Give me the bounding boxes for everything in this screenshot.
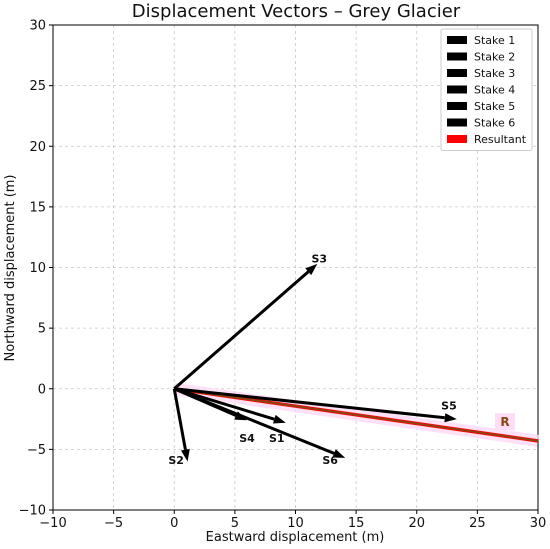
- x-tick-label: 30: [530, 516, 547, 531]
- y-tick-label: 15: [29, 200, 46, 215]
- stake-arrow-5-head: [444, 413, 457, 423]
- legend-label: Stake 6: [474, 117, 515, 130]
- stake-arrow-1-shaft: [173, 387, 275, 421]
- y-tick-label: 20: [29, 140, 46, 155]
- y-tick-label: 30: [29, 19, 46, 34]
- stake-arrow-1: [173, 387, 286, 424]
- y-tick-label: 0: [38, 382, 46, 397]
- x-tick-label: 20: [408, 516, 425, 531]
- resultant-label: R: [500, 415, 509, 429]
- stake-arrow-2: [172, 388, 190, 462]
- resultant-arrow-inner: [174, 387, 539, 442]
- stake-arrow-2-head: [181, 448, 190, 462]
- stake-arrow-6: [173, 387, 346, 458]
- legend-swatch: [447, 52, 467, 61]
- stake-arrow-6-shaft: [173, 387, 335, 455]
- legend-label: Resultant: [474, 133, 527, 146]
- y-tick-label: −5: [27, 443, 46, 458]
- y-tick-label: 25: [29, 79, 46, 94]
- stake-arrow-6-head: [332, 449, 346, 458]
- x-tick-label: 15: [348, 516, 365, 531]
- y-axis-label: Northward displacement (m): [3, 174, 18, 361]
- y-tick-label: 5: [38, 322, 46, 337]
- chart-title: Displacement Vectors – Grey Glacier: [132, 1, 461, 22]
- legend-label: Stake 3: [474, 67, 515, 80]
- legend-swatch: [447, 118, 467, 127]
- y-tick-label: −10: [19, 504, 46, 519]
- stake-label-4: S4: [239, 432, 255, 445]
- x-tick-label: 10: [287, 516, 304, 531]
- stake-label-6: S6: [322, 454, 338, 467]
- vectors: S1 S2 S3 S4 S5 S6: [168, 253, 457, 467]
- y-tick-label: 10: [29, 261, 46, 276]
- stake-label-2: S2: [168, 454, 184, 467]
- stake-arrow-3-shaft: [173, 270, 310, 390]
- legend-swatch: [447, 102, 467, 110]
- resultant-label-box: [495, 413, 516, 431]
- stake-arrow-3-head: [305, 263, 318, 276]
- legend-swatch: [447, 85, 467, 94]
- legend-label: Stake 4: [474, 84, 515, 97]
- legend-swatch: [447, 36, 467, 44]
- stake-label-5: S5: [441, 399, 457, 412]
- stake-label-1: S1: [269, 432, 285, 445]
- stake-arrow-1-head: [273, 414, 286, 424]
- stake-label-3: S3: [311, 253, 327, 266]
- stake-arrow-5: [174, 387, 457, 423]
- x-axis: −10 −5 0 5 10 15 20 25 30: [39, 510, 546, 531]
- stake-arrow-2-shaft: [172, 388, 187, 450]
- legend-swatch: [447, 135, 467, 143]
- x-tick-label: 25: [469, 516, 486, 531]
- legend-label: Stake 5: [474, 100, 515, 113]
- legend-swatch: [447, 69, 467, 77]
- legend-label: Stake 2: [474, 51, 515, 64]
- stake-arrow-5-shaft: [174, 387, 445, 420]
- stake-arrow-3: [173, 263, 318, 390]
- x-tick-label: −10: [39, 516, 66, 531]
- x-tick-label: 0: [170, 516, 178, 531]
- y-axis: −10 −5 0 5 10 15 20 25 30: [19, 19, 53, 519]
- x-tick-label: 5: [231, 516, 239, 531]
- legend: Stake 1 Stake 2 Stake 3 Stake 4 Stake 5 Stake…: [440, 28, 533, 151]
- x-tick-label: −5: [104, 516, 123, 531]
- x-axis-label: Eastward displacement (m): [206, 530, 385, 545]
- legend-label: Stake 1: [474, 34, 515, 47]
